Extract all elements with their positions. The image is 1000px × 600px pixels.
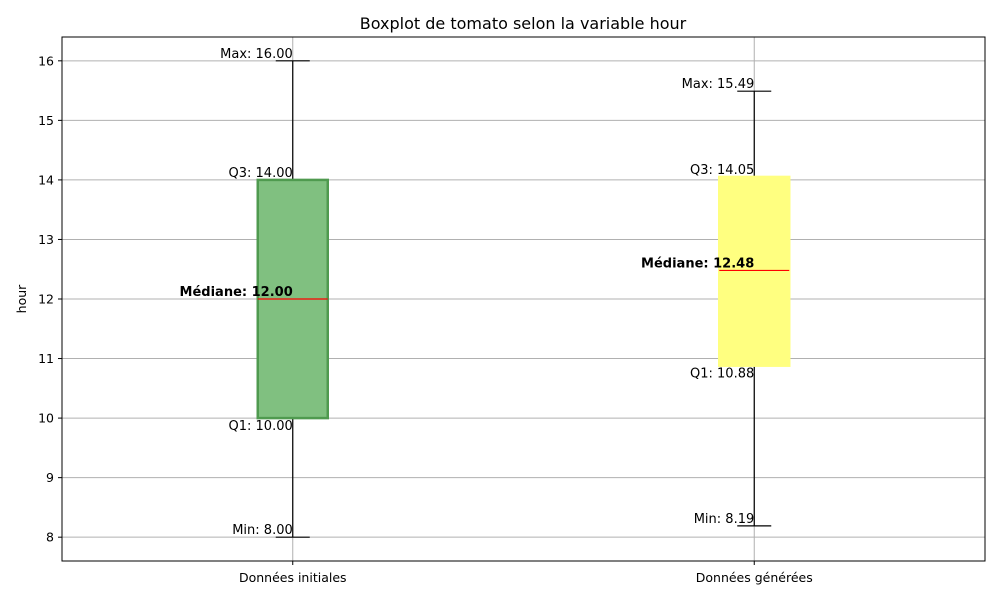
annotations: Max: 16.00 Q3: 14.00 Médiane: 12.00 Q1: 10.…	[180, 47, 755, 538]
y-tick-label: 9	[46, 470, 54, 485]
y-tick-label: 16	[38, 53, 54, 68]
q3-label: Q3: 14.05	[690, 163, 754, 178]
median-label: Médiane: 12.48	[641, 256, 754, 271]
max-label: Max: 15.49	[682, 77, 755, 92]
x-tick-label: Données générées	[696, 570, 813, 585]
q1-label: Q1: 10.88	[690, 367, 754, 382]
y-tick-label: 8	[46, 530, 54, 545]
boxes	[256, 60, 791, 538]
median-label: Médiane: 12.00	[180, 285, 293, 300]
q3-label: Q3: 14.00	[229, 166, 293, 181]
min-label: Min: 8.00	[232, 523, 293, 538]
axes: 8 9 10 11 12 13 14 15 16 Données initiales Données…	[38, 53, 813, 585]
y-axis-label: hour	[14, 284, 29, 313]
min-label: Min: 8.19	[694, 512, 755, 527]
box-2	[718, 90, 791, 527]
y-tick-label: 15	[38, 113, 54, 128]
y-tick-label: 11	[38, 351, 54, 366]
q1-label: Q1: 10.00	[229, 419, 293, 434]
y-tick-label: 14	[38, 172, 54, 187]
box-1	[256, 60, 329, 538]
max-label: Max: 16.00	[220, 47, 293, 62]
y-tick-label: 10	[38, 411, 54, 426]
y-tick-label: 12	[38, 292, 54, 307]
iqr-box	[718, 175, 791, 367]
chart-title: Boxplot de tomato selon la variable hour	[360, 14, 687, 33]
y-tick-label: 13	[38, 232, 54, 247]
x-tick-label: Données initiales	[239, 570, 347, 585]
